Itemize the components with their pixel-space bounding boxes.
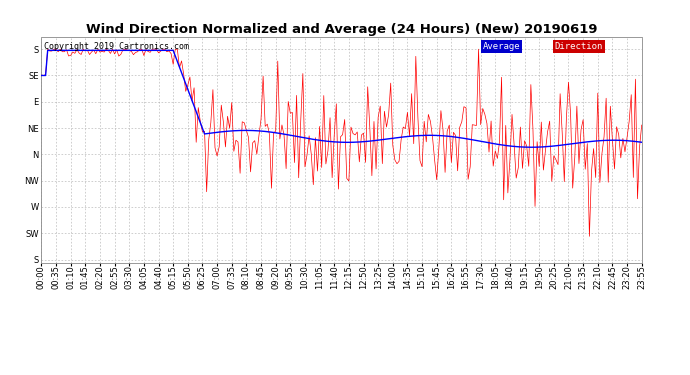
Text: Average: Average [482, 42, 520, 51]
Text: Copyright 2019 Cartronics.com: Copyright 2019 Cartronics.com [44, 42, 189, 51]
Title: Wind Direction Normalized and Average (24 Hours) (New) 20190619: Wind Direction Normalized and Average (2… [86, 23, 598, 36]
Text: Direction: Direction [555, 42, 603, 51]
